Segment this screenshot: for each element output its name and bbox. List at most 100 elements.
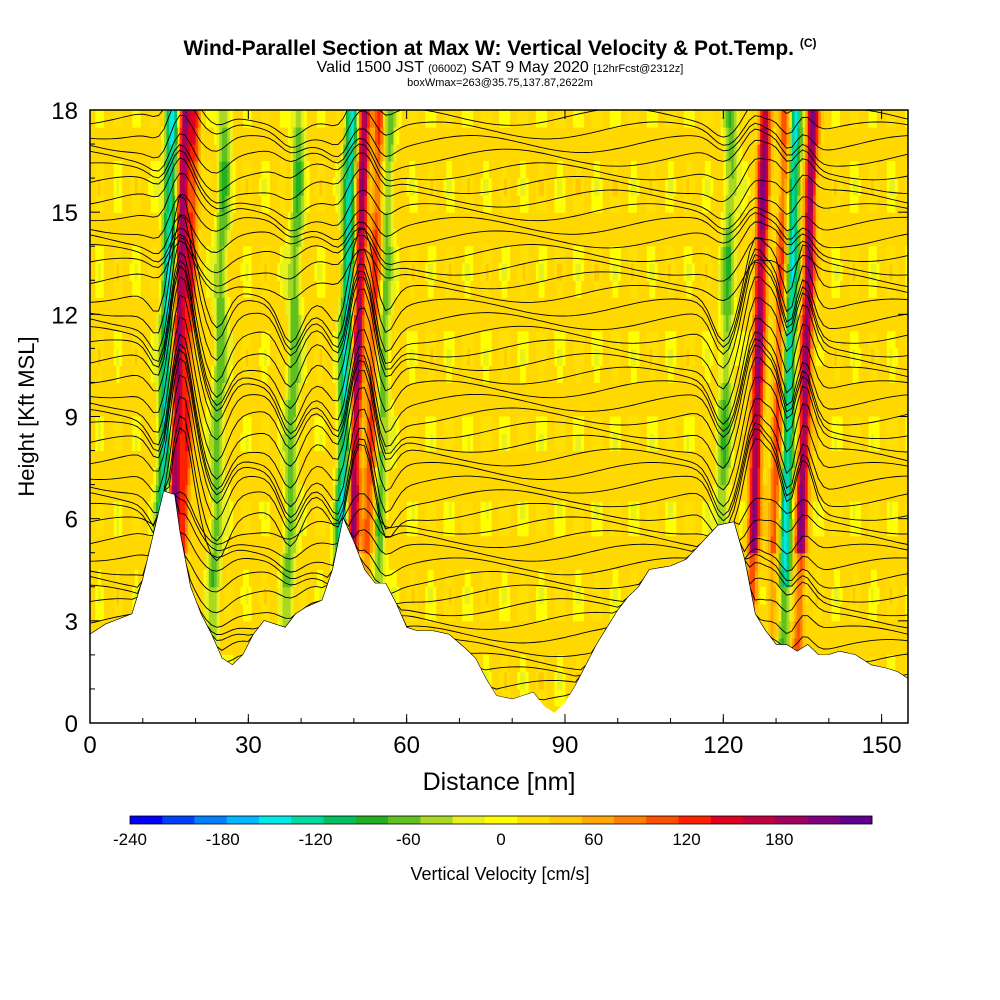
velocity-cell	[612, 416, 616, 435]
velocity-cell	[752, 501, 756, 520]
velocity-cell	[783, 212, 788, 230]
velocity-cell	[382, 314, 387, 332]
velocity-cell	[374, 433, 379, 452]
velocity-cell	[794, 433, 798, 452]
velocity-cell	[266, 586, 271, 605]
velocity-cell	[116, 178, 120, 196]
velocity-cell	[330, 552, 334, 571]
velocity-cell	[720, 263, 724, 281]
velocity-cell	[464, 161, 468, 179]
velocity-cell	[791, 212, 796, 230]
velocity-cell	[451, 246, 455, 264]
velocity-cell	[575, 416, 579, 435]
velocity-cell	[163, 399, 168, 418]
velocity-cell	[306, 161, 310, 179]
velocity-cell	[757, 178, 761, 196]
velocity-cell	[303, 212, 307, 230]
velocity-cell	[522, 348, 526, 367]
velocity-cell	[351, 416, 355, 435]
velocity-cell	[351, 297, 355, 315]
velocity-cell	[768, 110, 772, 128]
velocity-cell	[411, 161, 416, 179]
velocity-cell	[554, 603, 558, 622]
velocity-cell	[396, 127, 400, 145]
velocity-cell	[501, 433, 505, 452]
velocity-cell	[266, 263, 271, 281]
velocity-cell	[406, 518, 410, 537]
velocity-cell	[522, 110, 526, 128]
velocity-cell	[385, 297, 389, 315]
velocity-cell	[385, 110, 389, 128]
velocity-cell	[158, 382, 162, 401]
velocity-cell	[757, 399, 761, 418]
velocity-cell	[760, 229, 764, 247]
velocity-cell	[345, 416, 350, 435]
velocity-cell	[382, 178, 387, 196]
velocity-cell	[343, 263, 347, 281]
velocity-cell	[691, 263, 695, 281]
velocity-cell	[319, 518, 323, 537]
velocity-cell	[578, 654, 582, 673]
velocity-cell	[303, 144, 307, 162]
velocity-cell	[369, 399, 373, 418]
velocity-cell	[287, 467, 292, 486]
velocity-cell	[425, 416, 429, 435]
velocity-cell	[448, 195, 453, 213]
velocity-cell	[805, 144, 809, 162]
velocity-cell	[203, 603, 207, 622]
velocity-cell	[174, 127, 178, 145]
velocity-cell	[506, 671, 511, 690]
velocity-cell	[287, 382, 292, 401]
velocity-cell	[298, 314, 302, 332]
velocity-cell	[380, 348, 384, 367]
velocity-cell	[343, 450, 347, 469]
velocity-cell	[501, 331, 505, 349]
velocity-cell	[411, 331, 416, 349]
velocity-cell	[649, 433, 653, 452]
velocity-cell	[725, 263, 730, 281]
velocity-cell	[361, 212, 366, 230]
velocity-cell	[219, 365, 223, 384]
velocity-cell	[134, 365, 139, 384]
velocity-cell	[789, 535, 793, 554]
velocity-cell	[762, 161, 767, 179]
velocity-cell	[715, 467, 719, 486]
colorbar-swatch	[807, 816, 841, 824]
velocity-cell	[778, 501, 782, 520]
velocity-cell	[367, 501, 371, 520]
velocity-cell	[100, 178, 104, 196]
velocity-cell	[778, 195, 782, 213]
velocity-cell	[783, 161, 788, 179]
velocity-cell	[799, 637, 804, 656]
velocity-cell	[794, 586, 798, 605]
velocity-cell	[670, 110, 674, 128]
velocity-cell	[499, 586, 503, 605]
velocity-cell	[849, 110, 854, 128]
velocity-cell	[367, 467, 371, 486]
velocity-cell	[113, 501, 117, 520]
velocity-cell	[388, 144, 392, 162]
velocity-cell	[593, 586, 598, 605]
theta-contour	[90, 139, 908, 193]
y-tick-label: 15	[51, 200, 78, 227]
velocity-cell	[367, 331, 371, 349]
velocity-cell	[232, 178, 236, 196]
velocity-cell	[781, 586, 785, 605]
velocity-cell	[359, 535, 363, 554]
velocity-cell	[182, 246, 186, 264]
velocity-cell	[731, 416, 735, 435]
velocity-cell	[195, 280, 199, 298]
velocity-cell	[789, 552, 793, 571]
velocity-cell	[174, 416, 178, 435]
velocity-cell	[559, 348, 563, 367]
velocity-cell	[216, 110, 220, 128]
velocity-cell	[287, 501, 292, 520]
velocity-cell	[541, 416, 545, 435]
velocity-cell	[385, 263, 389, 281]
velocity-cell	[227, 314, 231, 332]
velocity-cell	[396, 416, 400, 435]
velocity-cell	[572, 263, 577, 281]
velocity-cell	[179, 467, 183, 486]
velocity-cell	[298, 382, 302, 401]
velocity-cell	[649, 416, 653, 435]
